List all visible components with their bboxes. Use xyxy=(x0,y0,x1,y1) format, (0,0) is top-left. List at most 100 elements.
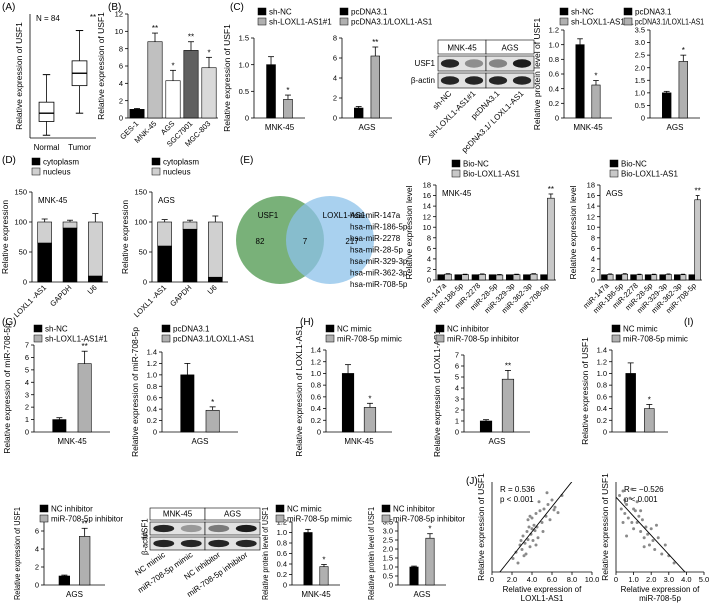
significance: ** xyxy=(695,187,701,196)
y-tick-label: 1.0 xyxy=(311,369,321,378)
y-tick-label: 0 xyxy=(317,428,321,437)
legend-label: cytoplasm xyxy=(163,158,199,167)
y-tick-label: 14 xyxy=(423,202,431,211)
bar xyxy=(479,420,493,433)
blot-header xyxy=(204,507,261,521)
legend-swatch xyxy=(381,504,391,513)
significance: * xyxy=(368,394,371,403)
point xyxy=(663,543,667,547)
bar xyxy=(674,274,681,281)
legend-label: miR-708-5p mimic xyxy=(337,335,402,344)
blot-band xyxy=(488,59,508,68)
y-tick-label: 0 xyxy=(25,428,29,437)
mirna-label: hsa-miR-2278 xyxy=(350,234,401,243)
y-tick-label: 6 xyxy=(119,62,123,71)
bar xyxy=(183,50,199,119)
point xyxy=(538,509,542,513)
y-tick-label: 1.0 xyxy=(597,369,607,378)
legend-label: NC mimic xyxy=(623,325,658,334)
y-axis-label: Relative expression of LOXL1-AS1 xyxy=(432,330,442,457)
point xyxy=(526,518,530,522)
significance: * xyxy=(322,556,325,565)
y-tick-label: 14 xyxy=(587,202,595,211)
blot-band xyxy=(440,76,460,85)
bar xyxy=(688,274,696,281)
legend-swatch xyxy=(623,7,633,16)
y-tick-label: 1.0 xyxy=(239,60,249,69)
chart-title: MNK-45 xyxy=(442,189,472,198)
y-tick-label: 0.2 xyxy=(147,416,157,425)
legend-label: NC inhibitor xyxy=(447,325,489,334)
point xyxy=(530,527,534,531)
panel-label: (F) xyxy=(418,155,431,166)
legend-label: pcDNA3.1/LOXL1-AS1 xyxy=(173,335,255,344)
y-tick-label: 0 xyxy=(283,581,287,590)
annotation: R = −0.526 xyxy=(624,485,664,494)
legend-label: miR-708-5p inhibitor xyxy=(51,515,123,524)
x-tick-label: 0 xyxy=(490,575,494,584)
bar xyxy=(529,273,538,281)
y-axis-label: Relative protein level of USF1 xyxy=(260,507,270,600)
y-tick-label: 1.4 xyxy=(597,346,607,355)
x-tick-label: 2.0 xyxy=(646,575,656,584)
point xyxy=(556,511,560,515)
y-tick-label: 0.2 xyxy=(311,416,321,425)
bar-segment xyxy=(157,221,172,247)
point xyxy=(646,532,650,536)
x-tick-label: AGS xyxy=(359,123,376,132)
y-axis-label: Relative protein level of USF1 xyxy=(532,18,542,131)
set-label: USF1 xyxy=(258,211,279,220)
legend-swatch xyxy=(33,324,43,333)
bar xyxy=(478,274,487,281)
y-tick-label: 0.4 xyxy=(311,404,321,413)
point xyxy=(530,516,534,520)
bar xyxy=(79,536,91,586)
legend-swatch xyxy=(559,17,569,26)
y-tick-label: 50 xyxy=(19,248,27,257)
panel-label: (D) xyxy=(2,155,16,166)
y-tick-label: 0.5 xyxy=(239,87,249,96)
legend-swatch xyxy=(611,324,621,333)
point xyxy=(626,516,630,520)
legend-label: pcDNA3.1 xyxy=(635,8,672,17)
x-tick-label: AGS xyxy=(192,437,209,446)
y-tick-label: 0.8 xyxy=(549,55,559,64)
legend-swatch xyxy=(435,324,445,333)
y-tick-label: 6 xyxy=(25,353,29,362)
significance: * xyxy=(211,398,214,407)
y-tick-label: 0.5 xyxy=(383,572,393,581)
x-axis-label: LOXL1-AS1 xyxy=(521,594,564,603)
legend-swatch xyxy=(39,504,49,513)
legend-label: miR-708-5p inhibitor xyxy=(447,335,519,344)
x-tick-label: AGS xyxy=(489,437,506,446)
bar-segment xyxy=(62,221,78,229)
legend-label: nucleus xyxy=(163,168,191,177)
set-label: LOXL1-AS1 xyxy=(323,211,366,220)
bar xyxy=(523,274,531,281)
x-tick-label: 10.0 xyxy=(585,575,600,584)
point xyxy=(625,503,629,506)
x-tick-label: AGS xyxy=(66,590,83,599)
legend-label: cytoplasm xyxy=(43,158,79,167)
bar xyxy=(615,274,623,281)
point xyxy=(628,496,632,500)
point xyxy=(532,523,536,527)
bar xyxy=(283,99,293,119)
bar xyxy=(363,407,377,433)
legend-swatch xyxy=(435,334,445,343)
mirna-label: hsa-miR-147a xyxy=(350,211,401,220)
panel-label: (B) xyxy=(108,2,121,13)
y-tick-label: 1.2 xyxy=(147,359,157,368)
point xyxy=(623,512,627,515)
x-tick-label: LOXL1 -AS1 xyxy=(132,283,168,319)
y-tick-label: 18 xyxy=(423,181,431,190)
legend-label: sh-LOXL1-AS1#1 xyxy=(45,335,108,344)
legend-label: Bio-NC xyxy=(463,160,489,169)
x-tick-label: MNK-45 xyxy=(57,437,87,446)
y-tick-label: 1.5 xyxy=(383,554,393,563)
y-tick-label: 5 xyxy=(455,373,459,382)
x-axis-label: Relative expression of xyxy=(503,585,582,594)
mirna-label: hsa-miR-186-5p xyxy=(350,223,408,232)
y-tick-label: 4 xyxy=(427,254,431,263)
blot-band xyxy=(512,59,532,68)
